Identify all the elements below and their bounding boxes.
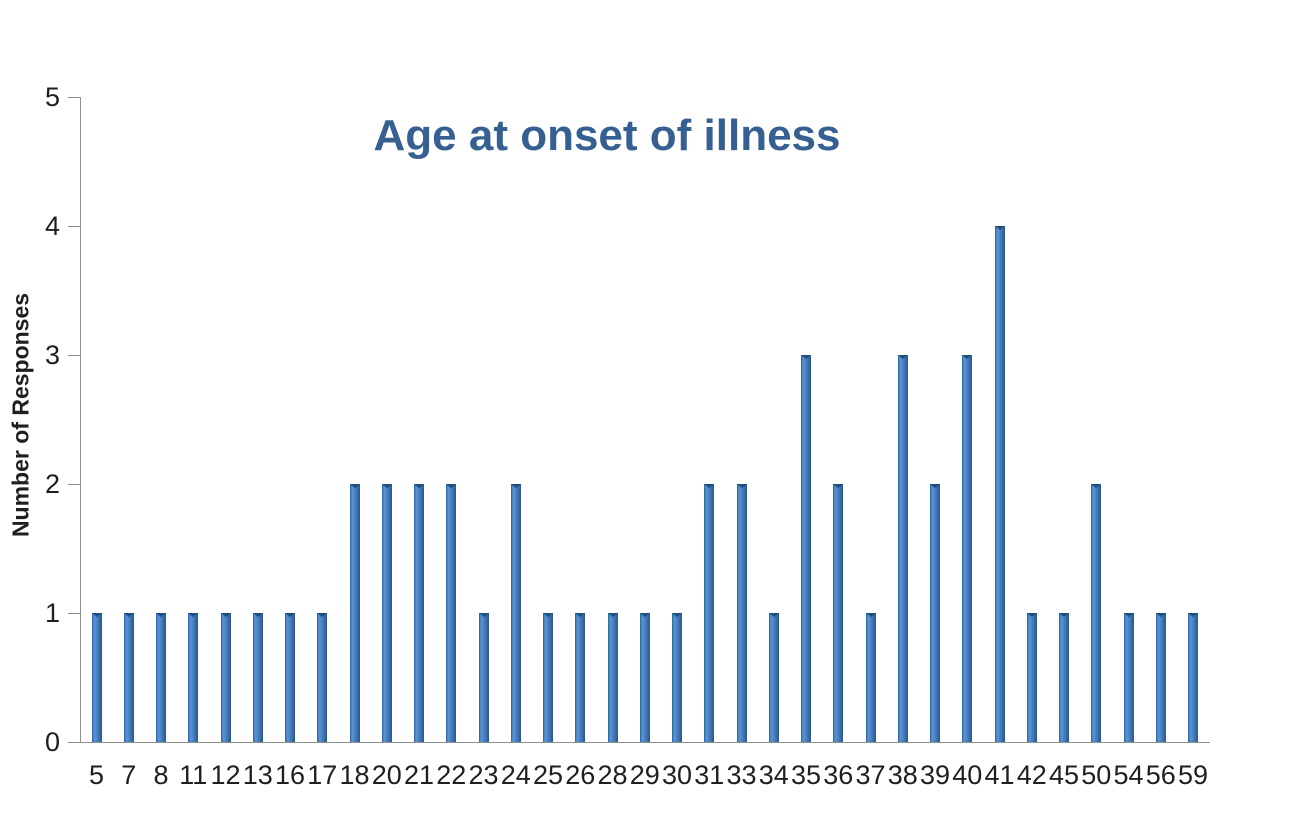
bar xyxy=(962,355,973,742)
x-tick-label: 25 xyxy=(532,760,564,790)
x-axis-line xyxy=(80,742,1210,743)
x-tick-label: 20 xyxy=(371,760,402,790)
x-tick-label: 24 xyxy=(500,760,531,790)
x-tick-label: 11 xyxy=(179,760,208,790)
x-tick-label: 21 xyxy=(403,760,435,790)
x-tick-label: 8 xyxy=(153,760,169,790)
x-tick-label: 7 xyxy=(121,760,137,790)
bar xyxy=(736,484,747,742)
x-tick-label: 31 xyxy=(694,760,725,790)
chart-title: Age at onset of illness xyxy=(373,111,841,160)
bar xyxy=(1091,484,1102,742)
x-tick-label: 17 xyxy=(307,760,338,790)
bar xyxy=(510,484,521,742)
y-tick-label: 5 xyxy=(44,82,60,112)
x-tick-label: 18 xyxy=(339,760,370,790)
x-tick-label: 13 xyxy=(242,760,273,790)
y-tick-mark xyxy=(68,742,80,743)
bar xyxy=(349,484,360,742)
x-tick-label: 28 xyxy=(597,760,628,790)
bar xyxy=(672,613,682,742)
bar xyxy=(994,226,1005,742)
bar xyxy=(768,613,779,742)
x-tick-label: 29 xyxy=(629,760,660,790)
x-tick-label: 42 xyxy=(1016,760,1047,790)
bar xyxy=(188,613,199,742)
x-tick-label: 5 xyxy=(88,760,105,790)
y-tick-label: 1 xyxy=(44,598,60,628)
bar xyxy=(607,613,618,742)
y-tick-label: 0 xyxy=(44,727,60,757)
bar xyxy=(1059,613,1069,742)
x-tick-label: 37 xyxy=(855,760,886,790)
y-tick-label: 4 xyxy=(44,211,60,241)
x-tick-label: 39 xyxy=(919,760,951,790)
bar xyxy=(285,613,295,742)
bar xyxy=(478,613,489,742)
x-tick-label: 16 xyxy=(274,760,306,790)
x-tick-label: 54 xyxy=(1113,760,1144,790)
y-tick-mark xyxy=(68,484,80,485)
bar xyxy=(930,484,940,742)
bar xyxy=(1155,613,1166,742)
y-tick-mark xyxy=(68,226,80,227)
x-tick-label: 45 xyxy=(1048,760,1080,790)
bar xyxy=(801,355,811,742)
bar xyxy=(252,613,263,742)
x-tick-label: 35 xyxy=(790,760,822,790)
y-tick-label: 3 xyxy=(44,340,60,370)
x-tick-label: 26 xyxy=(565,760,596,790)
bar xyxy=(833,484,844,742)
bar xyxy=(865,613,876,742)
x-tick-label: 22 xyxy=(436,760,467,790)
x-tick-label: 56 xyxy=(1145,760,1176,790)
x-tick-label: 30 xyxy=(661,760,693,790)
bar xyxy=(123,613,134,742)
bar xyxy=(156,613,166,742)
y-axis-line xyxy=(80,97,81,742)
bar xyxy=(704,484,715,742)
bar xyxy=(897,355,908,742)
x-tick-label: 41 xyxy=(984,760,1015,790)
bar xyxy=(220,613,231,742)
x-tick-label: 40 xyxy=(952,760,983,790)
x-tick-label: 59 xyxy=(1177,760,1209,790)
bar xyxy=(543,613,553,742)
x-tick-label: 34 xyxy=(758,760,789,790)
bar xyxy=(575,613,586,742)
bar xyxy=(1123,613,1134,742)
x-tick-label: 36 xyxy=(823,760,854,790)
bar xyxy=(1026,613,1037,742)
bar xyxy=(91,613,102,742)
y-tick-mark xyxy=(68,355,80,356)
x-tick-label: 23 xyxy=(468,760,499,790)
bar xyxy=(639,613,650,742)
x-tick-label: 50 xyxy=(1081,760,1112,790)
x-tick-label: 12 xyxy=(210,760,241,790)
x-tick-label: 38 xyxy=(887,760,918,790)
bar xyxy=(1188,613,1198,742)
bar xyxy=(414,484,424,742)
y-tick-mark xyxy=(68,97,80,98)
y-tick-mark xyxy=(68,613,80,614)
bar xyxy=(446,484,457,742)
y-axis-title: Number of Responses xyxy=(7,292,34,538)
y-tick-label: 2 xyxy=(44,469,60,499)
x-tick-label: 33 xyxy=(726,760,757,790)
bar xyxy=(381,484,392,742)
bar xyxy=(317,613,328,742)
